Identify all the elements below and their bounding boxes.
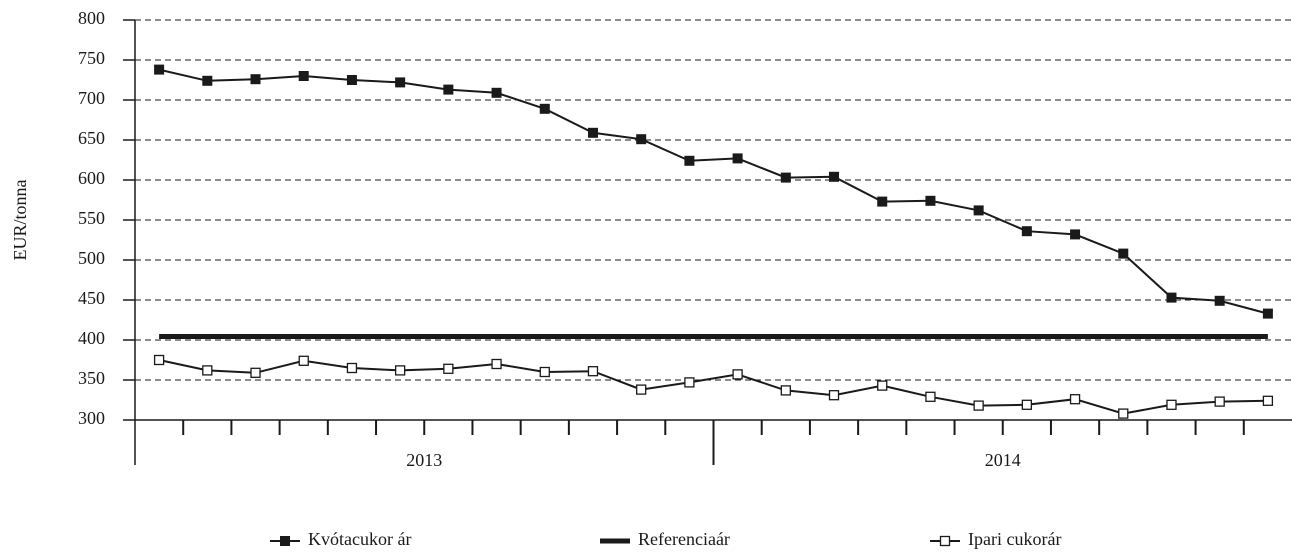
data-point bbox=[877, 196, 888, 207]
group-label: 2014 bbox=[985, 450, 1021, 470]
y-tick-label: 300 bbox=[78, 408, 105, 428]
y-tick-label: 750 bbox=[78, 48, 105, 68]
data-point bbox=[1166, 292, 1177, 303]
data-point bbox=[1118, 248, 1129, 259]
data-point bbox=[780, 385, 791, 396]
data-point bbox=[973, 400, 984, 411]
data-point bbox=[539, 103, 550, 114]
y-tick-label: 800 bbox=[78, 8, 105, 28]
data-point bbox=[1070, 229, 1081, 240]
y-tick-label: 350 bbox=[78, 368, 105, 388]
data-point bbox=[250, 367, 261, 378]
legend-marker bbox=[939, 535, 951, 547]
data-point bbox=[298, 355, 309, 366]
data-point bbox=[1262, 395, 1274, 406]
legend-label: Referenciaár bbox=[638, 529, 730, 549]
data-point bbox=[587, 127, 598, 138]
data-point bbox=[636, 384, 647, 395]
data-point bbox=[443, 84, 454, 95]
data-point bbox=[587, 366, 599, 377]
group-label: 2013 bbox=[406, 450, 442, 470]
data-point bbox=[1118, 408, 1129, 419]
y-tick-label: 400 bbox=[78, 328, 105, 348]
data-point bbox=[202, 365, 213, 376]
data-point bbox=[395, 77, 406, 88]
series-line bbox=[158, 359, 1268, 415]
data-point bbox=[346, 362, 358, 374]
data-point bbox=[925, 195, 936, 206]
y-tick-label: 450 bbox=[78, 288, 105, 308]
data-point bbox=[1214, 396, 1225, 407]
data-point bbox=[1166, 399, 1177, 410]
data-point bbox=[202, 75, 213, 86]
data-point bbox=[539, 366, 550, 378]
data-point bbox=[1021, 226, 1032, 237]
legend-marker bbox=[280, 536, 290, 546]
data-point bbox=[1214, 295, 1225, 306]
data-point bbox=[973, 205, 984, 216]
series-line bbox=[158, 68, 1269, 315]
data-point bbox=[828, 390, 840, 401]
data-point bbox=[394, 365, 406, 376]
data-point bbox=[154, 64, 165, 75]
data-point bbox=[1069, 394, 1081, 405]
data-point bbox=[732, 369, 743, 380]
data-point bbox=[636, 134, 647, 145]
data-point bbox=[298, 71, 309, 81]
data-point bbox=[732, 153, 743, 164]
data-point bbox=[780, 172, 791, 183]
y-tick-label: 500 bbox=[78, 248, 105, 268]
y-tick-label: 650 bbox=[78, 128, 105, 148]
y-tick-label: 700 bbox=[78, 88, 105, 108]
data-point bbox=[443, 363, 454, 374]
data-point bbox=[1262, 308, 1273, 319]
data-point bbox=[250, 74, 261, 85]
data-point bbox=[491, 87, 502, 98]
data-point bbox=[925, 391, 936, 402]
data-point bbox=[346, 75, 357, 85]
data-point bbox=[1021, 399, 1033, 410]
legend-label: Kvótacukor ár bbox=[308, 529, 411, 549]
y-axis-label: EUR/tonna bbox=[10, 179, 30, 260]
y-tick-label: 550 bbox=[78, 208, 105, 228]
data-point bbox=[153, 354, 165, 366]
data-point bbox=[684, 155, 695, 166]
data-point bbox=[491, 358, 502, 370]
legend-label: Ipari cukorár bbox=[968, 529, 1061, 549]
y-tick-label: 600 bbox=[78, 168, 105, 188]
data-point bbox=[829, 171, 840, 182]
data-point bbox=[877, 380, 888, 391]
data-point bbox=[684, 377, 695, 388]
